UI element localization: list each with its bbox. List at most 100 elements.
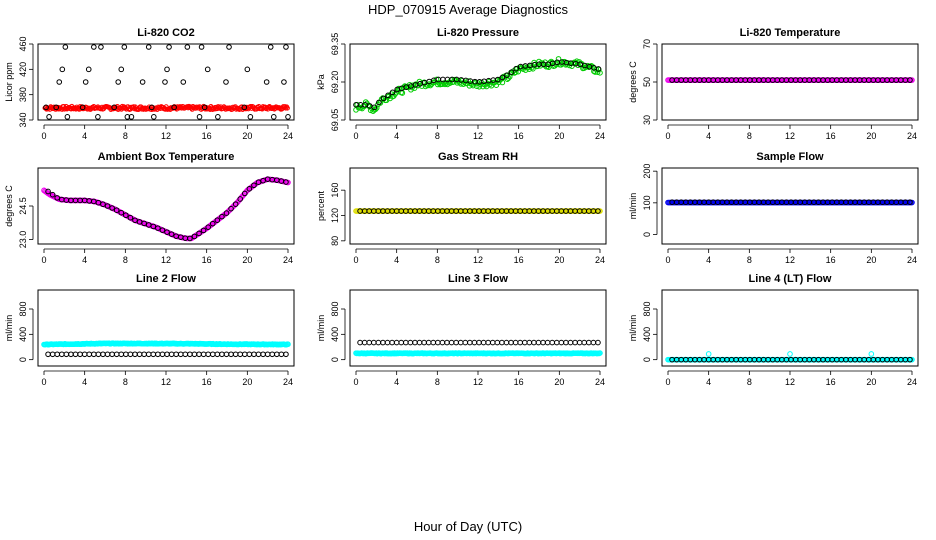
data-point	[544, 339, 551, 346]
y-tick-label: 120	[330, 208, 340, 223]
data-point	[503, 339, 510, 346]
y-tick-label: 800	[642, 301, 652, 316]
y-axis: 0 400 800	[18, 301, 34, 362]
x-tick-label: 20	[554, 131, 564, 141]
x-axis: 0 4 8 12 16 20 24	[665, 124, 917, 141]
data-point	[586, 339, 592, 346]
x-tick-label: 20	[554, 377, 564, 387]
x-tick-label: 24	[283, 255, 293, 265]
x-tick-label: 0	[665, 255, 670, 265]
data-point	[187, 351, 193, 358]
data-point	[72, 351, 79, 358]
data-point	[471, 339, 478, 346]
panel-li-820-pressure: Li-820 Pressure 0 4 8 12 16 20 24 69.05 69.20 69.3…	[316, 27, 607, 141]
y-axis-label: percent	[316, 190, 326, 221]
data-point	[549, 339, 556, 346]
y-axis-label: ml/min	[628, 315, 638, 342]
x-tick-label: 16	[202, 255, 212, 265]
data-point	[166, 44, 172, 50]
y-axis: 340 380 420 460	[18, 36, 34, 128]
data-point	[521, 64, 528, 70]
y-axis-label: ml/min	[628, 193, 638, 220]
y-tick-label: 340	[18, 112, 28, 127]
y-tick-label: 24.5	[18, 197, 28, 215]
data-point	[187, 235, 193, 242]
data-point	[49, 351, 56, 358]
data-point	[91, 351, 97, 358]
data-point	[85, 66, 92, 73]
data-point	[270, 114, 277, 120]
x-tick-label: 24	[907, 131, 917, 141]
x-axis: 0 4 8 12 16 20 24	[41, 370, 293, 387]
data-point	[145, 44, 152, 50]
data-point	[448, 339, 455, 346]
x-axis: 0 4 8 12 16 20 24	[665, 370, 917, 387]
data-point	[489, 339, 496, 346]
y-tick-label: 0	[330, 357, 340, 362]
series-line3-average	[357, 339, 601, 346]
y-axis: 30 50 70	[642, 39, 658, 125]
figure-xlabel: Hour of Day (UTC)	[414, 519, 522, 534]
data-point	[191, 351, 198, 358]
data-point	[435, 339, 441, 346]
y-tick-label: 400	[642, 327, 652, 342]
x-tick-label: 16	[514, 131, 524, 141]
plot-frame	[661, 43, 919, 121]
x-tick-label: 4	[394, 377, 399, 387]
y-tick-label: 100	[642, 195, 652, 210]
data-point	[164, 66, 170, 73]
data-point	[453, 339, 459, 346]
data-point	[173, 351, 179, 358]
x-tick-label: 0	[353, 377, 358, 387]
data-point	[398, 339, 405, 346]
plot-frame	[349, 167, 607, 245]
y-tick-label: 380	[18, 87, 28, 102]
data-point	[705, 351, 712, 357]
x-tick-label: 24	[283, 377, 293, 387]
data-point	[53, 104, 60, 111]
data-point	[576, 339, 583, 346]
data-point	[150, 351, 157, 358]
data-point	[246, 185, 253, 192]
data-point	[499, 339, 505, 346]
x-tick-label: 20	[242, 131, 252, 141]
x-tick-label: 24	[907, 377, 917, 387]
x-axis: 0 4 8 12 16 20 24	[353, 248, 605, 265]
data-point	[43, 104, 49, 111]
data-point	[283, 179, 289, 185]
x-tick-label: 4	[82, 131, 87, 141]
plot-frame	[661, 167, 919, 245]
data-point	[118, 66, 125, 73]
data-point	[376, 99, 382, 106]
x-tick-label: 4	[394, 131, 399, 141]
data-point	[196, 114, 203, 120]
x-tick-label: 8	[435, 131, 440, 141]
data-point	[241, 190, 248, 197]
data-point	[148, 104, 155, 111]
x-tick-label: 4	[82, 377, 87, 387]
x-tick-label: 8	[123, 377, 128, 387]
data-point	[517, 339, 523, 346]
y-axis-label: degrees C	[4, 185, 14, 227]
data-point	[462, 339, 469, 346]
x-tick-label: 20	[866, 255, 876, 265]
data-point	[241, 104, 248, 111]
data-point	[385, 92, 391, 99]
data-point	[597, 350, 603, 356]
x-tick-label: 12	[161, 377, 171, 387]
series-line4-average	[669, 356, 913, 363]
data-point	[59, 66, 66, 73]
y-tick-label: 0	[642, 357, 652, 362]
y-tick-label: 69.05	[330, 109, 340, 132]
x-tick-label: 12	[161, 255, 171, 265]
data-point	[590, 339, 597, 346]
x-axis: 0 4 8 12 16 20 24	[41, 124, 293, 141]
data-point	[521, 339, 528, 346]
data-point	[168, 351, 175, 358]
plot-frame	[37, 289, 295, 367]
data-point	[209, 220, 216, 227]
data-point	[205, 224, 211, 230]
data-point	[132, 351, 138, 358]
panel-ambient-box-temperature: Ambient Box Temperature 0 4 8 12 16 20 24 23.0 24…	[4, 151, 295, 265]
